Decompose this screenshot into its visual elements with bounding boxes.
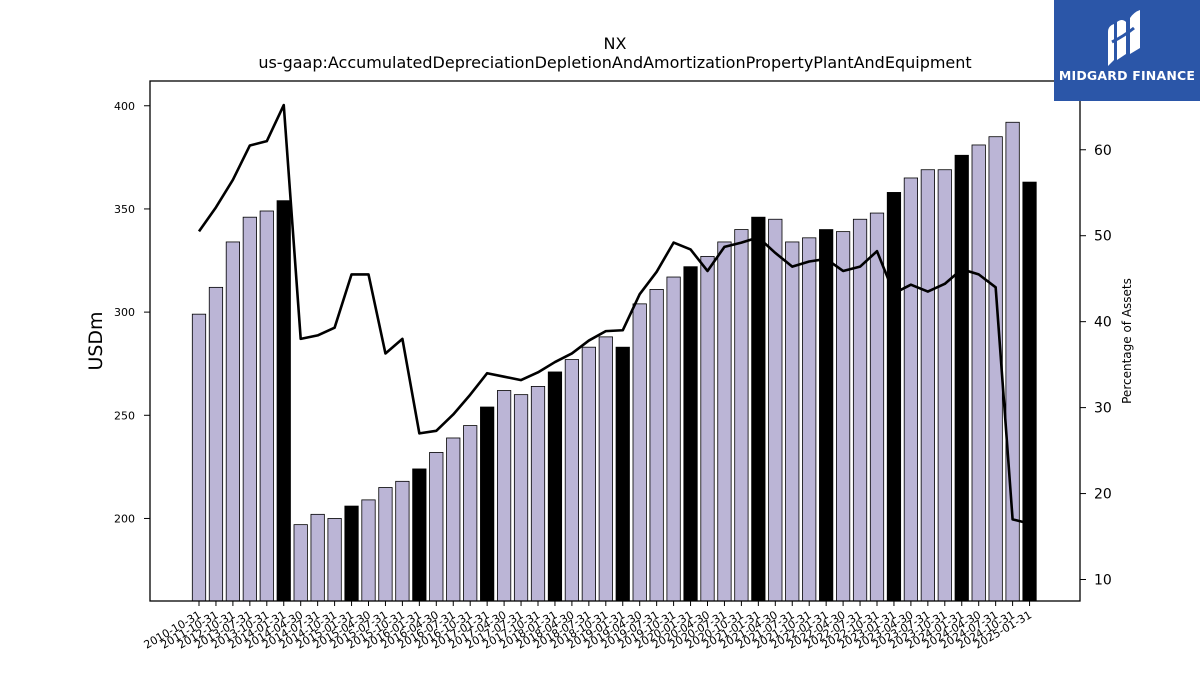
bar xyxy=(785,241,800,602)
bar xyxy=(852,218,868,602)
bar xyxy=(1005,121,1020,602)
bar xyxy=(869,212,885,602)
bar xyxy=(429,452,444,602)
bar xyxy=(632,303,647,602)
bar xyxy=(496,390,512,602)
bar xyxy=(395,480,410,602)
bar xyxy=(734,229,749,602)
bar xyxy=(717,241,732,602)
bar xyxy=(530,385,546,602)
bar xyxy=(310,513,325,602)
y-axis-left: 200 250 300 350 400 xyxy=(114,100,150,525)
bar xyxy=(344,505,359,602)
bar xyxy=(836,231,851,602)
percentage-line xyxy=(197,103,1030,525)
bar xyxy=(768,218,783,602)
y2-tick-label: 60 xyxy=(1094,143,1112,159)
y2-tick-label: 20 xyxy=(1094,487,1112,503)
y2-tick-label: 10 xyxy=(1094,573,1112,589)
plot-frame xyxy=(149,80,1081,602)
bar xyxy=(513,394,529,602)
bar xyxy=(903,177,919,602)
brand-name: MIDGARD FINANCE xyxy=(1058,68,1196,83)
y2-axis-label: Percentage of Assets xyxy=(1120,278,1134,404)
bar xyxy=(683,266,698,602)
y-tick-label: 250 xyxy=(114,409,135,422)
bar xyxy=(259,210,274,602)
y-axis-right: 10 20 30 40 50 60 xyxy=(1080,143,1112,589)
y2-tick-label: 50 xyxy=(1094,229,1112,245)
bar xyxy=(802,237,817,602)
bar xyxy=(615,346,630,602)
bar xyxy=(1022,181,1037,602)
bar-series xyxy=(191,121,1037,602)
bar xyxy=(598,336,613,602)
y-tick-label: 300 xyxy=(114,306,135,319)
bar xyxy=(886,192,902,602)
bar xyxy=(547,371,563,602)
y-tick-label: 400 xyxy=(114,100,135,113)
bar xyxy=(920,169,935,602)
brand-logo: MIDGARD FINANCE xyxy=(1054,0,1200,101)
bar xyxy=(208,286,224,602)
bar xyxy=(564,359,580,602)
bar xyxy=(463,425,478,602)
bar xyxy=(191,313,207,602)
x-axis: 2010-10-312011-10-312012-10-312013-07-31… xyxy=(142,601,1034,652)
bar xyxy=(446,437,461,602)
bar xyxy=(937,169,952,602)
bar xyxy=(649,289,664,602)
logo-mark-icon xyxy=(1108,10,1140,66)
bar xyxy=(819,229,834,602)
chart-subtitle: us-gaap:AccumulatedDepreciationDepletion… xyxy=(258,53,971,72)
bar xyxy=(954,154,969,602)
bar xyxy=(327,518,342,602)
bar xyxy=(971,144,986,602)
y-tick-label: 200 xyxy=(114,512,135,525)
bar xyxy=(581,346,596,602)
bar xyxy=(293,524,308,602)
bar xyxy=(666,276,681,602)
y-axis-label: USDm xyxy=(85,311,107,370)
bar xyxy=(700,255,715,602)
bar xyxy=(276,200,291,602)
bar xyxy=(751,216,766,602)
bar xyxy=(225,241,240,602)
bar xyxy=(242,216,257,602)
chart-title: NX xyxy=(604,34,627,53)
y2-tick-label: 40 xyxy=(1094,315,1112,331)
y2-tick-label: 30 xyxy=(1094,401,1112,417)
bar xyxy=(378,487,393,602)
bar xyxy=(361,499,376,602)
y-tick-label: 350 xyxy=(114,203,135,216)
bar xyxy=(412,468,427,602)
bar xyxy=(480,406,495,602)
